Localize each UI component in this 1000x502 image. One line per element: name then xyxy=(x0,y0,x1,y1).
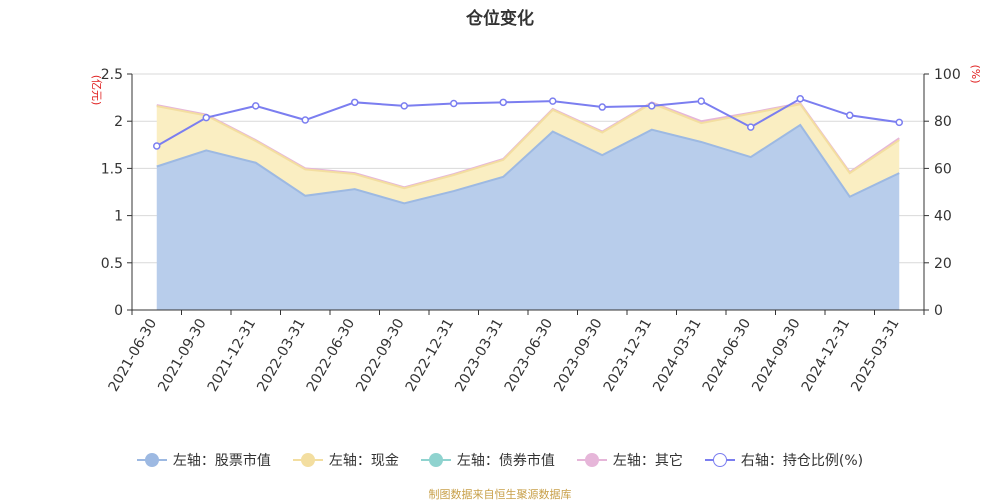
x-tick-label: 2023-12-31 xyxy=(601,316,656,394)
ratio-point xyxy=(301,116,309,124)
ratio-point xyxy=(598,103,606,111)
ratio-point xyxy=(648,102,656,110)
stock-series-line xyxy=(156,123,900,205)
y-right-tick-label: 40 xyxy=(934,209,952,225)
x-tick-label: 2024-03-31 xyxy=(650,316,705,394)
x-tick-label: 2022-03-31 xyxy=(254,316,309,394)
legend-marker-ratio-icon xyxy=(704,453,735,467)
x-tick-label: 2023-06-30 xyxy=(502,316,557,394)
x-tick-label: 2023-03-31 xyxy=(452,316,507,394)
legend-item-bond[interactable]: 左轴：债券市值 xyxy=(420,450,555,470)
ratio-point xyxy=(697,97,705,105)
ratio-point xyxy=(202,113,210,122)
ratio-point xyxy=(351,98,359,107)
y-right-tick-label: 0 xyxy=(934,303,943,319)
legend-marker-cash-icon xyxy=(292,453,323,467)
x-tick-label: 2022-09-30 xyxy=(353,316,408,394)
ratio-point xyxy=(252,102,260,110)
chart-title: 仓位变化 xyxy=(466,9,534,29)
ratio-point xyxy=(499,98,507,107)
ratio-point xyxy=(747,123,755,131)
legend-label-cash: 左轴：现金 xyxy=(328,453,399,469)
legend-label-stock: 左轴：股票市值 xyxy=(172,453,271,469)
ratio-point xyxy=(549,97,557,105)
legend-marker-other-icon xyxy=(576,453,607,467)
y-left-tick-label: 1.5 xyxy=(101,161,123,177)
legend-label-other: 左轴：其它 xyxy=(612,453,683,469)
ratio-point xyxy=(400,102,408,110)
y-right-tick-label: 60 xyxy=(934,161,952,177)
ratio-point xyxy=(153,142,161,150)
ratio-point xyxy=(846,111,854,120)
y-left-tick-label: 0 xyxy=(114,303,123,319)
legend-label-ratio: 右轴：持仓比例(%) xyxy=(740,453,864,469)
data-source-footer: 制图数据来自恒生聚源数据库 xyxy=(428,488,572,501)
legend: 左轴：股票市值 左轴：现金 左轴：债券市值 左轴：其它 右轴：持仓比例(%) xyxy=(0,450,1000,470)
legend-item-stock[interactable]: 左轴：股票市值 xyxy=(136,450,271,470)
x-tick-label: 2021-12-31 xyxy=(205,316,260,394)
legend-label-bond: 左轴：债券市值 xyxy=(456,453,555,469)
x-tick-label: 2025-03-31 xyxy=(848,316,903,394)
legend-marker-bond-icon xyxy=(420,453,451,467)
y-left-tick-label: 2.5 xyxy=(101,67,123,83)
x-tick-label: 2021-06-30 xyxy=(106,316,161,394)
y-right-tick-label: 80 xyxy=(934,114,952,130)
y-right-tick-label: 20 xyxy=(934,256,952,272)
x-tick-label: 2024-12-31 xyxy=(799,316,854,394)
y-left-unit-label: (亿元) xyxy=(90,75,103,106)
x-tick-label: 2022-06-30 xyxy=(304,316,359,394)
cash-series-line xyxy=(156,102,900,190)
ratio-point xyxy=(796,95,804,103)
legend-item-cash[interactable]: 左轴：现金 xyxy=(292,450,399,470)
legend-marker-stock-icon xyxy=(136,453,167,467)
ratio-point xyxy=(895,118,903,127)
ratio-series-line xyxy=(156,97,900,147)
y-left-tick-label: 0.5 xyxy=(101,256,123,272)
stock-area xyxy=(156,124,900,310)
y-right-tick-label: 100 xyxy=(934,67,961,83)
x-tick-label: 2023-09-30 xyxy=(551,316,606,394)
x-tick-label: 2022-12-31 xyxy=(403,316,458,394)
ratio-point xyxy=(450,99,458,108)
y-left-tick-label: 2 xyxy=(114,114,123,130)
x-tick-label: 2021-09-30 xyxy=(155,316,210,394)
legend-item-other[interactable]: 左轴：其它 xyxy=(576,450,683,470)
legend-item-ratio[interactable]: 右轴：持仓比例(%) xyxy=(704,450,864,470)
y-right-unit-label: (%) xyxy=(969,64,982,83)
x-tick-label: 2024-06-30 xyxy=(700,316,755,394)
y-left-tick-label: 1 xyxy=(114,209,123,225)
x-tick-label: 2024-09-30 xyxy=(749,316,804,394)
